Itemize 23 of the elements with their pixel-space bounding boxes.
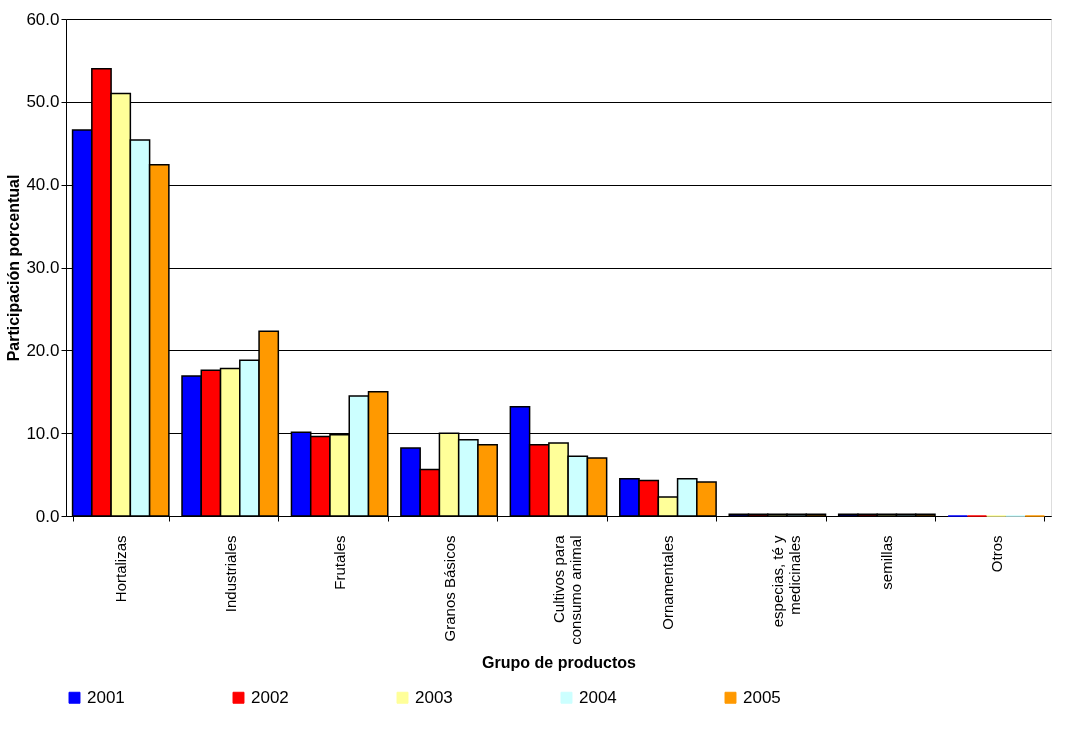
y-tick-label: 50.0	[26, 92, 60, 112]
x-tick-label: Granos Básicos	[440, 535, 458, 642]
x-tick-label: Cultivos para consumo animal	[550, 534, 584, 645]
x-tick-label: especias, té y medicinales	[768, 535, 803, 628]
y-tick-label: 0.0	[35, 506, 60, 526]
x-axis-title: Grupo de productos	[482, 653, 636, 671]
legend-label: 2001	[87, 687, 125, 707]
legend-label: 2005	[743, 687, 781, 707]
legend-label: 2002	[251, 687, 289, 707]
y-tick-label: 60.0	[26, 9, 60, 29]
y-tick-label: 10.0	[26, 423, 60, 443]
legend-label: 2003	[415, 687, 453, 707]
y-tick-label: 40.0	[26, 175, 60, 195]
x-tick-label: semillas	[878, 535, 896, 590]
legend-label: 2004	[579, 687, 617, 707]
x-tick-label: Hortalizas	[112, 535, 130, 603]
x-tick-label: Industriales	[221, 535, 239, 613]
x-tick-label: Ornamentales	[659, 535, 677, 630]
y-tick-label: 30.0	[26, 258, 60, 277]
x-tick-label: Frutales	[331, 535, 349, 590]
y-axis-title: Participación porcentual	[5, 174, 23, 362]
y-tick-label: 20.0	[26, 340, 60, 360]
x-tick-label: Otros	[987, 535, 1005, 573]
